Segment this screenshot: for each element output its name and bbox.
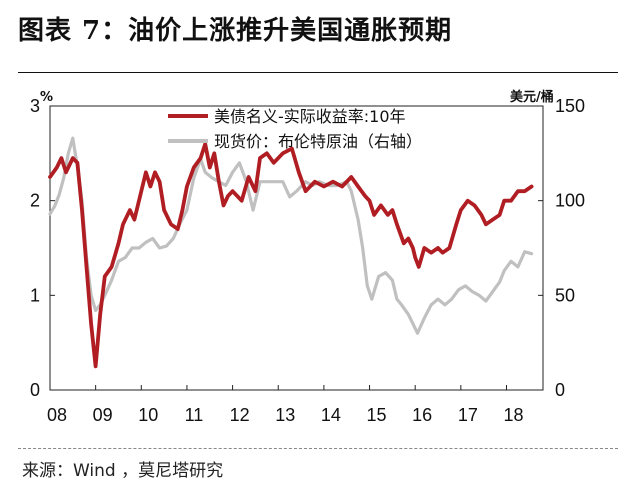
x-tick-label: 18 xyxy=(503,405,523,425)
x-tick-label: 15 xyxy=(367,405,387,425)
title-divider xyxy=(18,72,618,73)
right-tick-label: 100 xyxy=(555,191,585,211)
right-tick-label: 50 xyxy=(555,285,575,305)
right-tick-label: 0 xyxy=(555,380,565,400)
legend-label: 美债名义-实际收益率:10年 xyxy=(214,107,406,126)
x-tick-label: 09 xyxy=(93,405,113,425)
x-tick-label: 16 xyxy=(412,405,432,425)
legend-label: 现货价：布伦特原油（右轴） xyxy=(214,132,422,151)
x-tick-label: 13 xyxy=(275,405,295,425)
left-tick-label: 3 xyxy=(30,96,40,116)
source-note: 来源：Wind ，莫尼塔研究 xyxy=(22,461,224,481)
x-tick-label: 12 xyxy=(230,405,250,425)
x-tick-label: 10 xyxy=(138,405,158,425)
x-tick-label: 17 xyxy=(458,405,478,425)
plot-frame xyxy=(49,105,544,391)
series-lines xyxy=(48,136,534,369)
chart-title: 图表 7：油价上涨推升美国通胀预期 xyxy=(18,16,453,46)
x-tick-label: 11 xyxy=(185,405,204,425)
right-tick-label: 150 xyxy=(555,96,585,116)
yield-spread-series-line xyxy=(48,142,534,369)
x-axis: 08 09 10 11 12 13 14 15 16 17 18 xyxy=(47,385,523,425)
footer-divider xyxy=(18,448,618,450)
right-axis: 0 50 100 150 xyxy=(538,96,585,400)
left-tick-label: 1 xyxy=(30,285,40,305)
left-axis: 0 1 2 3 xyxy=(30,96,55,400)
right-unit-label: 美元/桶 xyxy=(510,89,554,105)
left-tick-label: 2 xyxy=(30,191,40,211)
left-tick-label: 0 xyxy=(30,380,40,400)
brent-oil-series-line xyxy=(48,136,534,335)
left-unit-label: % xyxy=(40,90,53,105)
x-tick-label: 14 xyxy=(321,405,341,425)
x-tick-label: 08 xyxy=(47,405,67,425)
